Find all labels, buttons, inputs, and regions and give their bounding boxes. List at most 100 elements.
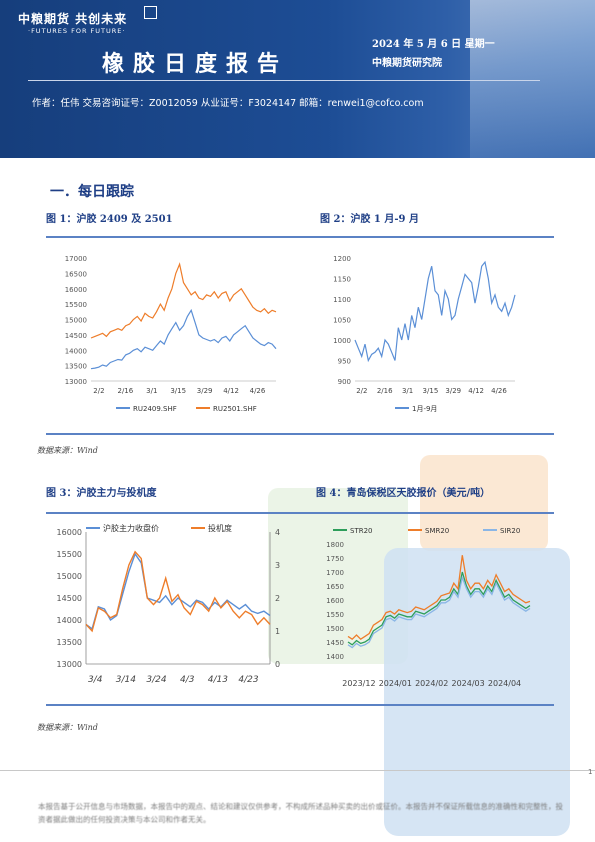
x-tick-label: 2024/01: [379, 679, 412, 688]
figure-4-title: 图 4：青岛保税区天胶报价（美元/吨）: [316, 488, 491, 499]
legend-label-2: SMR20: [425, 527, 449, 535]
y-tick-label: 1100: [333, 296, 351, 304]
series-line-3: [347, 575, 531, 649]
y-tick-label: 1500: [326, 625, 344, 633]
x-tick-label: 3/15: [170, 387, 186, 395]
y-tick-label: 1750: [326, 555, 344, 563]
decor-panel-orange: [420, 455, 548, 551]
report-date: 2024 年 5 月 6 日 星期一: [372, 39, 495, 50]
x-tick-label: 4/23: [238, 675, 258, 685]
data-source-2: 数据来源：Wind: [37, 723, 98, 732]
legend-label-3: SIR20: [500, 527, 520, 535]
legend-label-1: 1月-9月: [412, 405, 437, 413]
x-tick-label: 3/29: [445, 387, 461, 395]
series-line-1: [354, 260, 516, 363]
y-tick-label: 1450: [326, 639, 344, 647]
y-right-tick-label: 1: [275, 627, 280, 636]
y-tick-label: 1050: [333, 317, 351, 325]
y-tick-label: 950: [338, 358, 351, 366]
y-tick-label: 14000: [65, 347, 87, 355]
y-tick-label: 1650: [326, 583, 344, 591]
y-right-tick-label: 3: [275, 561, 280, 570]
x-tick-label: 2/2: [93, 387, 104, 395]
y-tick-label: 13000: [65, 378, 87, 386]
y-right-tick-label: 2: [275, 594, 280, 603]
legend-label-2: RU2501.SHF: [213, 405, 257, 413]
company-logo-text: 中粮期货 共创未来: [18, 12, 128, 26]
x-tick-label: 2024/04: [488, 679, 521, 688]
x-tick-label: 2023/12: [342, 679, 375, 688]
legend-label-1: STR20: [350, 527, 373, 535]
series-line-2: [90, 262, 277, 339]
y-tick-label: 1400: [326, 653, 344, 661]
x-tick-label: 4/26: [250, 387, 266, 395]
x-tick-label: 3/29: [197, 387, 213, 395]
x-tick-label: 4/3: [180, 675, 195, 685]
chart-qingdao-bonded-price: 1400 1450 1500 1550 1600 1650 1700 1750 1800 2023…: [326, 527, 531, 688]
company-logo-subtitle: ·FUTURES FOR FUTURE·: [28, 27, 126, 35]
x-tick-label: 2/16: [117, 387, 133, 395]
figure-1-title: 图 1：沪胶 2409 及 2501: [46, 214, 173, 225]
series-line-2: [85, 550, 271, 633]
figure-row-1-bottom-rule: [46, 433, 554, 435]
section-title: 一．每日跟踪: [50, 184, 134, 200]
x-tick-label: 2024/03: [452, 679, 485, 688]
y-tick-label: 1000: [333, 337, 351, 345]
decor-panel-blue: [384, 548, 570, 836]
y-tick-label: 1600: [326, 597, 344, 605]
legend-label-1: RU2409.SHF: [133, 405, 177, 413]
y-tick-label: 16500: [65, 270, 87, 278]
chart-jan-sep-spread: 900 950 1000 1050 1100 1150 1200 2/2 2/16 3/1 3/15…: [333, 255, 516, 413]
x-tick-label: 3/1: [402, 387, 413, 395]
y-tick-label: 1200: [333, 255, 351, 263]
legend-label-1: 沪胶主力收盘价: [103, 523, 159, 533]
disclaimer-text: 本报告基于公开信息与市场数据，本报告中的观点、结论和建议仅供参考，不构成所述品种…: [38, 802, 563, 824]
author-info: 作者：任伟 交易咨询证号：Z0012059 从业证号：F3024147 邮箱：r…: [32, 98, 424, 109]
y-tick-label: 15500: [57, 550, 82, 559]
x-tick-label: 3/14: [116, 675, 136, 685]
footer-divider: [0, 770, 595, 771]
banner-decoration: [470, 0, 595, 158]
x-tick-label: 2/16: [377, 387, 393, 395]
y-tick-label: 14500: [57, 594, 82, 603]
y-tick-label: 900: [338, 378, 351, 386]
report-title: 橡胶日度报告: [102, 51, 289, 77]
x-tick-label: 2/2: [356, 387, 367, 395]
figure-row-2-bottom-rule: [46, 704, 554, 706]
logo-mark-icon: [144, 6, 157, 19]
x-tick-label: 3/24: [146, 675, 166, 685]
y-tick-label: 14000: [57, 616, 82, 625]
y-tick-label: 15000: [65, 317, 87, 325]
y-tick-label: 13500: [65, 363, 87, 371]
x-tick-label: 3/4: [88, 675, 103, 685]
y-tick-label: 17000: [65, 255, 87, 263]
series-line-1: [85, 552, 271, 630]
y-tick-label: 16000: [65, 286, 87, 294]
chart-ru2409-ru2501: 13000 13500 14000 14500 15000 15500 16000 16500…: [65, 255, 277, 413]
figure-2-title: 图 2：沪胶 1 月-9 月: [320, 214, 419, 225]
x-tick-label: 4/12: [468, 387, 484, 395]
series-line-1: [347, 571, 531, 646]
y-tick-label: 13000: [57, 660, 82, 669]
y-tick-label: 1550: [326, 611, 344, 619]
figure-row-1-top-rule: [46, 236, 554, 238]
y-tick-label: 15000: [57, 572, 82, 581]
header-banner: 中粮期货 共创未来 ·FUTURES FOR FUTURE· 橡胶日度报告 20…: [0, 0, 595, 158]
x-tick-label: 4/26: [491, 387, 507, 395]
y-tick-label: 1800: [326, 541, 344, 549]
y-right-tick-label: 4: [275, 528, 280, 537]
institute-name: 中粮期货研究院: [372, 58, 442, 69]
x-tick-label: 2024/02: [415, 679, 448, 688]
y-tick-label: 15500: [65, 301, 87, 309]
x-tick-label: 4/13: [208, 675, 228, 685]
figure-row-2-top-rule: [46, 512, 554, 514]
page-number: 1: [588, 768, 593, 776]
x-tick-label: 4/12: [223, 387, 239, 395]
series-line-2: [347, 555, 531, 641]
x-tick-label: 3/15: [423, 387, 439, 395]
figure-3-title: 图 3：沪胶主力与投机度: [46, 488, 157, 499]
y-tick-label: 1150: [333, 276, 351, 284]
y-tick-label: 13500: [57, 638, 82, 647]
series-line-1: [90, 308, 277, 370]
y-tick-label: 14500: [65, 332, 87, 340]
